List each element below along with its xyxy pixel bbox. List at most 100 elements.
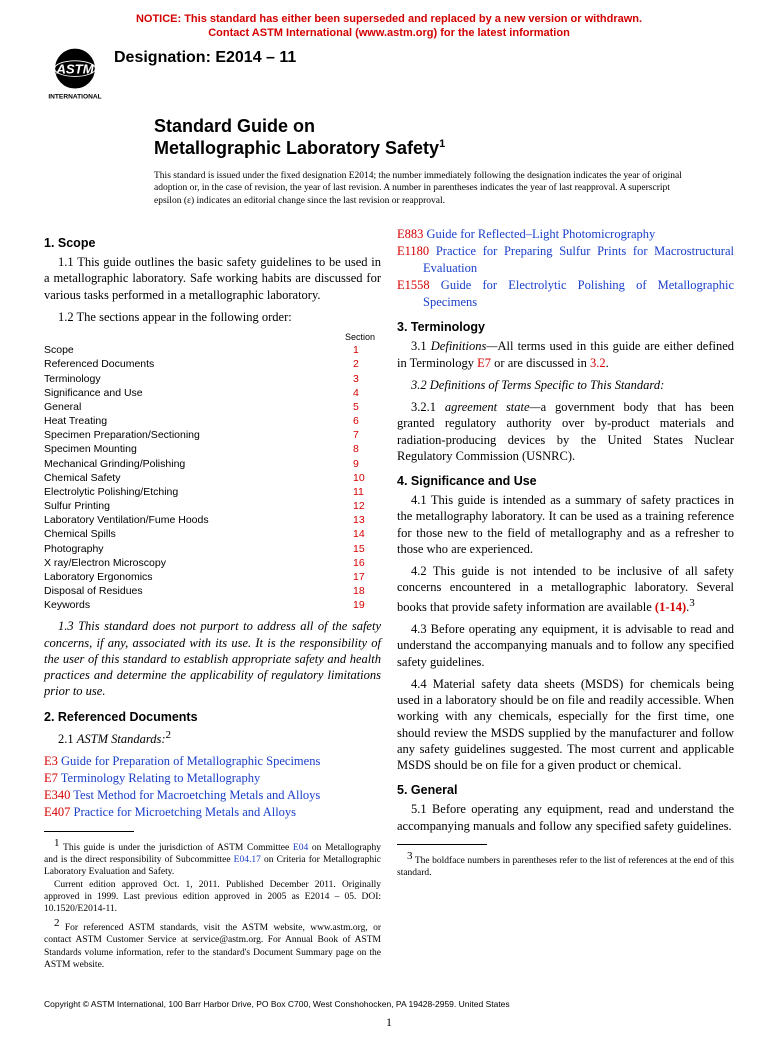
toc-label: Laboratory Ergonomics	[44, 570, 153, 584]
ref-code[interactable]: E1180	[397, 244, 429, 258]
toc-row: Keywords19	[44, 598, 381, 612]
toc-section-num[interactable]: 19	[347, 598, 381, 612]
sig-p2-sup: 3	[689, 597, 695, 609]
ref-item: E3 Guide for Preparation of Metallograph…	[44, 753, 381, 770]
fn1-sup: 1	[54, 837, 60, 849]
ref-item: E340 Test Method for Macroetching Metals…	[44, 787, 381, 804]
toc-section-num[interactable]: 1	[347, 343, 381, 357]
left-column: 1. Scope 1.1 This guide outlines the bas…	[44, 226, 381, 971]
refdocs-sub-sup: 2	[166, 729, 172, 741]
terminology-heading: 3. Terminology	[397, 320, 734, 334]
toc-section-num[interactable]: 17	[347, 570, 381, 584]
scope-p1: 1.1 This guide outlines the basic safety…	[44, 254, 381, 303]
svg-text:ASTM: ASTM	[55, 61, 94, 76]
toc-section-num[interactable]: 7	[347, 428, 381, 442]
ref-item: E1180 Practice for Preparing Sulfur Prin…	[397, 243, 734, 277]
fn2-sup: 2	[54, 917, 60, 929]
toc-label: Chemical Safety	[44, 471, 120, 485]
toc-label: Disposal of Residues	[44, 584, 143, 598]
refdocs-sub-num: 2.1	[58, 732, 77, 746]
term-p1-link[interactable]: E7	[477, 356, 491, 370]
ref-code[interactable]: E407	[44, 805, 70, 819]
toc-section-num[interactable]: 11	[347, 485, 381, 499]
toc-section-num[interactable]: 3	[347, 372, 381, 386]
issue-note: This standard is issued under the fixed …	[154, 170, 694, 208]
ref-code[interactable]: E340	[44, 788, 70, 802]
sig-p2-link[interactable]: (1-14)	[655, 600, 686, 614]
toc-section-num[interactable]: 8	[347, 442, 381, 456]
toc-section-num[interactable]: 10	[347, 471, 381, 485]
term-p1-link2[interactable]: 3.2	[590, 356, 606, 370]
footnote-2: 2 For referenced ASTM standards, visit t…	[44, 916, 381, 972]
refdocs-sub: 2.1 ASTM Standards:2	[44, 728, 381, 747]
ref-title[interactable]: Practice for Microetching Metals and All…	[74, 805, 297, 819]
toc-label: Specimen Mounting	[44, 442, 137, 456]
fn1-link2[interactable]: E04.17	[234, 855, 261, 865]
toc-section-num[interactable]: 2	[347, 357, 381, 371]
ref-code[interactable]: E7	[44, 771, 58, 785]
toc-label: Scope	[44, 343, 74, 357]
toc-label: Terminology	[44, 372, 101, 386]
svg-text:INTERNATIONAL: INTERNATIONAL	[48, 93, 101, 100]
fn1-a: This guide is under the jurisdiction of …	[63, 843, 293, 853]
toc-row: Scope 1	[44, 343, 381, 357]
scope-heading: 1. Scope	[44, 236, 381, 250]
ref-code[interactable]: E883	[397, 227, 423, 241]
fn3-text: The boldface numbers in parentheses refe…	[397, 856, 734, 878]
fn2-text: For referenced ASTM standards, visit the…	[44, 923, 381, 970]
copyright: Copyright © ASTM International, 100 Barr…	[44, 999, 734, 1009]
term-p3i: agreement state—	[445, 400, 541, 414]
toc-section-num[interactable]: 15	[347, 542, 381, 556]
notice-line2: Contact ASTM International (www.astm.org…	[208, 27, 570, 39]
ref-item: E7 Terminology Relating to Metallography	[44, 770, 381, 787]
toc-section-num[interactable]: 18	[347, 584, 381, 598]
designation: Designation: E2014 – 11	[114, 49, 296, 67]
ref-title[interactable]: Guide for Reflected–Light Photomicrograp…	[427, 227, 656, 241]
toc-section-num[interactable]: 14	[347, 527, 381, 541]
toc-section-num[interactable]: 9	[347, 457, 381, 471]
toc-row: Heat Treating 6	[44, 414, 381, 428]
toc-row: Laboratory Ventilation/Fume Hoods13	[44, 513, 381, 527]
toc-row: Significance and Use 4	[44, 386, 381, 400]
term-p1d: .	[606, 356, 609, 370]
footnote-3: 3 The boldface numbers in parentheses re…	[397, 849, 734, 880]
significance-heading: 4. Significance and Use	[397, 474, 734, 488]
ref-title[interactable]: Test Method for Macroetching Metals and …	[73, 788, 320, 802]
toc-section-num[interactable]: 16	[347, 556, 381, 570]
toc-section-num[interactable]: 6	[347, 414, 381, 428]
toc-section-num[interactable]: 4	[347, 386, 381, 400]
ref-item: E883 Guide for Reflected–Light Photomicr…	[397, 226, 734, 243]
footnote-1: 1 This guide is under the jurisdiction o…	[44, 836, 381, 879]
sig-p3: 4.3 Before operating any equipment, it i…	[397, 621, 734, 670]
notice-line1: NOTICE: This standard has either been su…	[136, 13, 642, 25]
term-p1: 3.1 Definitions—All terms used in this g…	[397, 338, 734, 371]
footnote-rule-right	[397, 844, 487, 845]
sig-p1: 4.1 This guide is intended as a summary …	[397, 492, 734, 557]
ref-title[interactable]: Terminology Relating to Metallography	[61, 771, 260, 785]
ref-title[interactable]: Guide for Electrolytic Polishing of Meta…	[423, 278, 734, 309]
ref-title[interactable]: Guide for Preparation of Metallographic …	[61, 754, 320, 768]
refdocs-heading: 2. Referenced Documents	[44, 710, 381, 724]
ref-title[interactable]: Practice for Preparing Sulfur Prints for…	[423, 244, 734, 275]
toc-row: Mechanical Grinding/Polishing9	[44, 457, 381, 471]
toc-section-num[interactable]: 12	[347, 499, 381, 513]
toc-section-num[interactable]: 5	[347, 400, 381, 414]
toc-label: Heat Treating	[44, 414, 107, 428]
fn1-link1[interactable]: E04	[293, 843, 308, 853]
ref-code[interactable]: E3	[44, 754, 58, 768]
notice-banner: NOTICE: This standard has either been su…	[44, 12, 734, 41]
toc-label: Photography	[44, 542, 104, 556]
toc-row: Terminology 3	[44, 372, 381, 386]
refdocs-sub-italic: ASTM Standards:	[77, 732, 166, 746]
toc-label: Significance and Use	[44, 386, 143, 400]
general-p1: 5.1 Before operating any equipment, read…	[397, 801, 734, 834]
term-p1c: or are discussed in	[491, 356, 590, 370]
toc-section-num[interactable]: 13	[347, 513, 381, 527]
toc-row: Chemical Safety 10	[44, 471, 381, 485]
toc-row: Electrolytic Polishing/Etching11	[44, 485, 381, 499]
page: NOTICE: This standard has either been su…	[0, 0, 778, 1050]
footnote-1d: Current edition approved Oct. 1, 2011. P…	[44, 879, 381, 916]
scope-p2: 1.2 The sections appear in the following…	[44, 309, 381, 325]
title-block: Standard Guide on Metallographic Laborat…	[154, 115, 734, 208]
ref-code[interactable]: E1558	[397, 278, 430, 292]
